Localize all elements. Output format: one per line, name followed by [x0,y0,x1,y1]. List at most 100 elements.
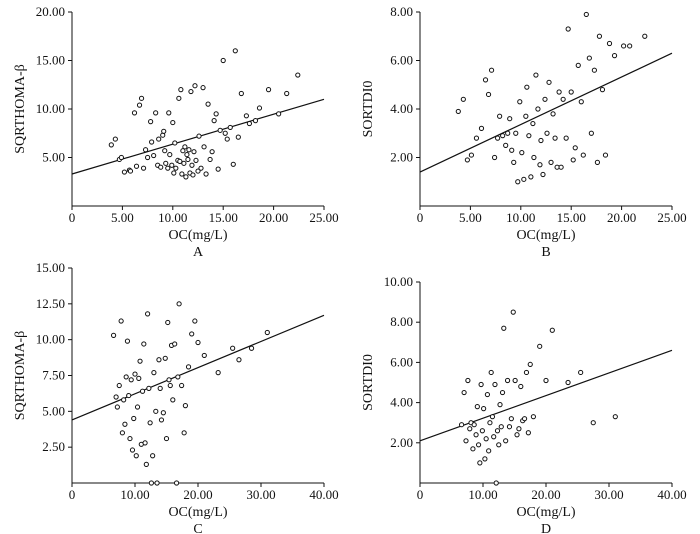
data-point [478,381,484,388]
data-point [531,154,537,161]
data-point [504,377,511,384]
data-point [129,447,136,453]
data-point [295,72,301,78]
data-point [485,91,492,98]
data-point [552,135,558,141]
data-point [513,130,519,136]
data-point [165,319,171,326]
data-point [167,382,173,389]
x-tick-label: 30.00 [594,487,623,502]
data-point [119,430,126,436]
y-tick-label: 4.00 [390,395,413,410]
x-tick-label: 0 [417,487,424,502]
x-axis-title: OC(mg/L) [168,228,227,243]
data-point [538,137,544,144]
data-point [108,142,114,148]
data-point [211,118,217,124]
data-point [110,332,117,338]
data-point [220,57,226,64]
data-point [114,404,120,410]
x-tick-label: 0 [417,210,424,225]
data-point [137,358,143,364]
data-point [526,133,532,139]
data-point [494,428,501,434]
data-point [183,174,189,180]
data-point [588,130,594,136]
data-point [510,309,516,315]
data-point [157,385,163,391]
data-point [193,157,199,164]
data-point [149,139,155,145]
data-point [470,446,476,452]
data-point [583,11,589,18]
data-point [163,435,170,442]
data-point [201,352,207,359]
data-point [482,456,488,462]
data-point [153,408,159,414]
data-point [166,110,172,116]
data-point [146,385,152,391]
panel-letter: A [193,245,204,260]
data-point [516,426,522,432]
data-point [612,414,618,420]
data-point [190,172,196,178]
data-point [518,383,524,390]
data-point [500,133,506,139]
data-point [486,448,492,454]
data-point [252,118,259,124]
data-point [498,424,504,430]
data-point [488,369,494,376]
data-point [167,151,173,158]
data-point [182,144,188,150]
data-point [575,62,581,68]
data-point [141,341,147,347]
data-point [236,357,242,363]
data-point [126,392,132,399]
data-point [540,171,546,178]
data-point [128,377,134,383]
panel-letter: C [193,522,202,534]
data-point [475,442,482,448]
panel-letter: D [541,522,551,534]
data-point [207,156,213,163]
x-tick-label: 10.00 [158,210,187,225]
panel-b: 0 5.00 10.00 15.00 20.00 25.00 2.00 4.00 6.00 8.0… [361,4,687,260]
data-point [501,325,507,331]
data-point [591,67,597,73]
data-point [512,377,518,384]
y-tick-label: 4.00 [390,101,413,116]
data-point [176,301,182,307]
y-tick-label: 2.00 [390,435,413,450]
panel-letter: B [541,245,550,260]
data-point [565,379,571,386]
data-point [142,440,148,446]
data-point [505,130,511,136]
data-point [570,157,576,163]
x-tick-label: 20.00 [259,210,288,225]
data-point [160,410,166,416]
data-point [491,434,497,440]
data-point [481,406,487,412]
data-point [201,144,207,150]
data-point [124,338,131,344]
data-point [461,389,467,396]
data-point [533,72,539,78]
data-point [181,160,187,166]
data-point [519,150,525,156]
data-point [222,130,228,136]
data-point [133,453,139,459]
y-axis-title: SQRTHOMA-β [13,331,28,421]
data-point [127,435,133,442]
data-point [578,369,584,376]
data-point [524,84,530,90]
data-point [586,55,592,61]
data-point [537,343,543,349]
data-point [549,327,555,333]
data-point [143,461,149,467]
data-point [230,161,236,167]
data-point [642,33,648,39]
data-point [471,422,477,428]
y-axis-title: SORTDI0 [361,81,376,138]
data-point [166,377,172,383]
